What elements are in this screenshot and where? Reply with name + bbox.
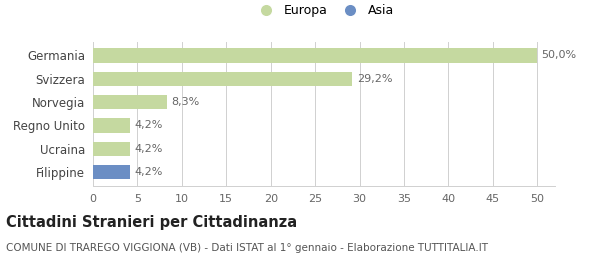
Text: 29,2%: 29,2% — [357, 74, 392, 84]
Bar — [93, 165, 130, 179]
Bar — [93, 118, 130, 133]
Legend: Europa, Asia: Europa, Asia — [251, 2, 397, 20]
Text: 8,3%: 8,3% — [171, 97, 199, 107]
Bar — [93, 141, 130, 156]
Text: Cittadini Stranieri per Cittadinanza: Cittadini Stranieri per Cittadinanza — [6, 214, 297, 230]
Bar — [93, 95, 167, 109]
Bar — [93, 72, 352, 86]
Text: 4,2%: 4,2% — [135, 167, 163, 177]
Text: COMUNE DI TRAREGO VIGGIONA (VB) - Dati ISTAT al 1° gennaio - Elaborazione TUTTIT: COMUNE DI TRAREGO VIGGIONA (VB) - Dati I… — [6, 243, 488, 253]
Text: 50,0%: 50,0% — [542, 50, 577, 60]
Bar — [93, 48, 537, 63]
Text: 4,2%: 4,2% — [135, 120, 163, 131]
Text: 4,2%: 4,2% — [135, 144, 163, 154]
